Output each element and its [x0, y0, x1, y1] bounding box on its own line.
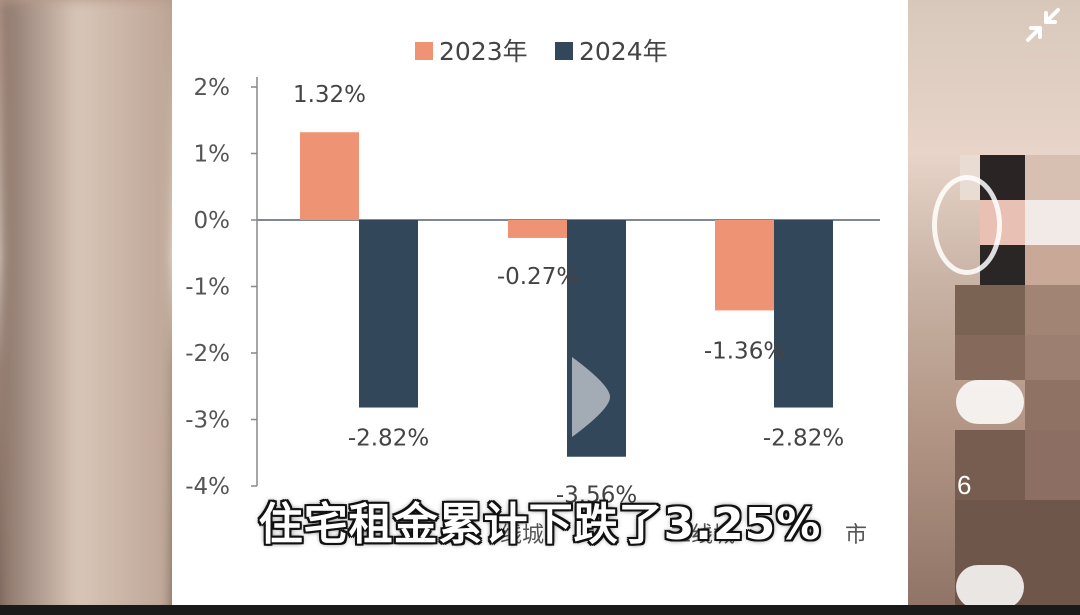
play-icon[interactable]	[570, 355, 612, 439]
data-label: -3.56%	[556, 483, 637, 509]
data-label: -1.36%	[704, 338, 785, 364]
legend-label: 2024年	[579, 37, 668, 66]
legend: 2023年 2024年	[415, 37, 668, 66]
y-tick-label: 2%	[194, 75, 231, 101]
data-label: -2.82%	[763, 426, 844, 452]
legend-swatch	[555, 42, 573, 60]
x-category-label: 线城	[500, 523, 544, 548]
comment-count: 6	[957, 470, 972, 500]
y-tick-label: -2%	[185, 341, 230, 367]
y-tick-label: -3%	[185, 408, 230, 434]
collapse-icon[interactable]	[1005, 0, 1080, 50]
y-tick-label: -4%	[185, 474, 230, 500]
bar	[774, 220, 833, 408]
chart-panel: 2023年 2024年 2% 1% 0% -1% -2% -3% -4% 1.32% -0.27…	[172, 0, 908, 605]
bar	[715, 220, 774, 311]
y-tick-label: 1%	[194, 142, 231, 168]
bottom-bar	[0, 605, 1080, 615]
bar	[300, 132, 359, 220]
avatar-ring[interactable]	[932, 175, 1002, 275]
y-tick-label: -1%	[185, 275, 230, 301]
data-label: -2.82%	[348, 426, 429, 452]
data-labels: 1.32% -0.27% -1.36% -2.82% -3.56% -2.82%	[293, 82, 844, 509]
share-button[interactable]	[956, 565, 1024, 609]
subtitle-caption: 住宅租金累计下跌了3.25%	[258, 499, 822, 550]
mosaic-blur-overlay	[955, 155, 1080, 615]
background-blur-left	[0, 0, 172, 615]
comment-button[interactable]	[956, 380, 1024, 424]
x-category-label: 二线城	[669, 523, 735, 548]
y-tick-label: 0%	[194, 208, 231, 234]
data-label: -0.27%	[497, 264, 578, 290]
bar-chart: 2023年 2024年 2% 1% 0% -1% -2% -3% -4% 1.32% -0.27…	[185, 37, 880, 548]
bar	[508, 220, 567, 238]
bar	[359, 220, 418, 408]
data-label: 1.32%	[293, 82, 366, 108]
x-category-labels: 线城 二线城 市	[500, 523, 867, 548]
x-category-label: 市	[845, 523, 867, 548]
legend-swatch	[415, 42, 433, 60]
legend-label: 2023年	[439, 37, 528, 66]
bars	[300, 132, 833, 457]
